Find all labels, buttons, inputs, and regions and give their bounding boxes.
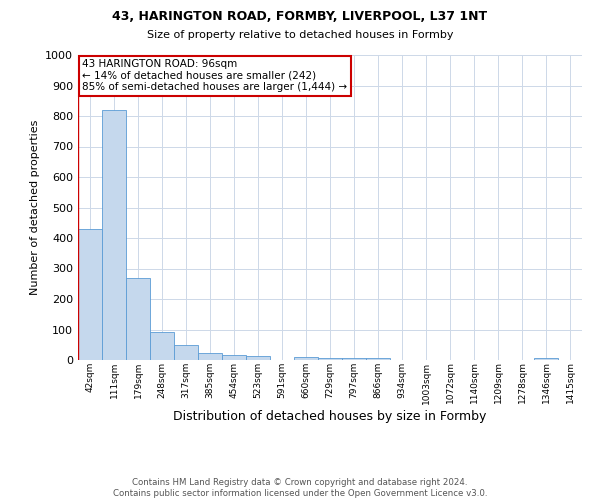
Text: Size of property relative to detached houses in Formby: Size of property relative to detached ho… xyxy=(147,30,453,40)
Bar xyxy=(294,357,318,360)
Text: Contains HM Land Registry data © Crown copyright and database right 2024.
Contai: Contains HM Land Registry data © Crown c… xyxy=(113,478,487,498)
Text: 43 HARINGTON ROAD: 96sqm
← 14% of detached houses are smaller (242)
85% of semi-: 43 HARINGTON ROAD: 96sqm ← 14% of detach… xyxy=(82,59,347,92)
Bar xyxy=(366,358,390,360)
Bar xyxy=(222,354,246,360)
Bar xyxy=(174,346,198,360)
Y-axis label: Number of detached properties: Number of detached properties xyxy=(29,120,40,295)
Bar xyxy=(318,358,342,360)
Text: 43, HARINGTON ROAD, FORMBY, LIVERPOOL, L37 1NT: 43, HARINGTON ROAD, FORMBY, LIVERPOOL, L… xyxy=(112,10,488,23)
Bar xyxy=(198,353,222,360)
Bar xyxy=(78,229,102,360)
Bar xyxy=(102,110,126,360)
Bar xyxy=(534,358,558,360)
Bar xyxy=(126,278,150,360)
X-axis label: Distribution of detached houses by size in Formby: Distribution of detached houses by size … xyxy=(173,410,487,424)
Bar xyxy=(150,332,174,360)
Bar xyxy=(342,358,366,360)
Bar xyxy=(246,356,270,360)
